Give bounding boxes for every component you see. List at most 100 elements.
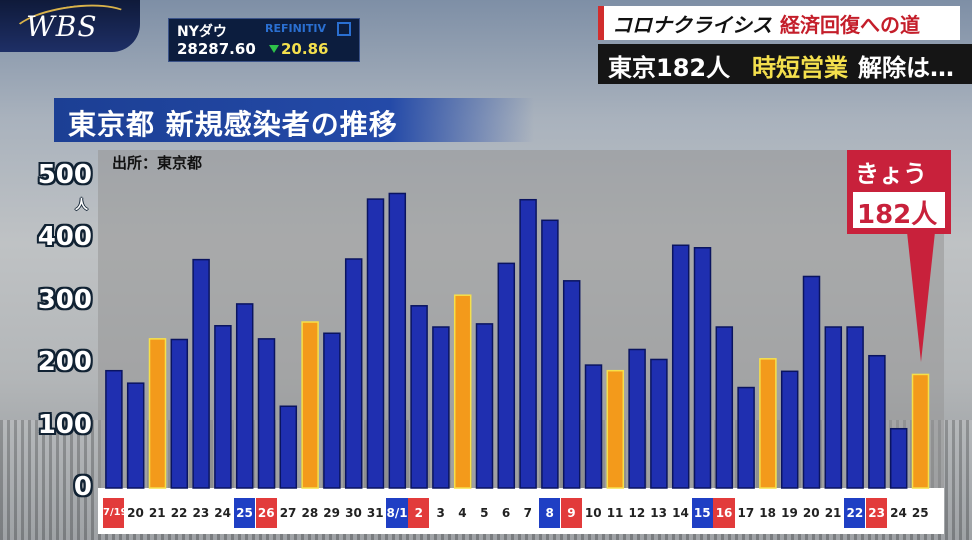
- bar: [475, 323, 494, 489]
- x-tick-label: 28: [301, 506, 319, 520]
- x-tick-label: 25: [911, 506, 929, 520]
- chart-title-band: 東京都 新規感染者の推移: [54, 98, 534, 142]
- series-subtitle: 経済回復への道: [780, 13, 920, 37]
- refinitiv-icon: [337, 22, 351, 36]
- y-tick-label: 300: [37, 284, 92, 315]
- bar: [497, 262, 516, 489]
- today-callout: きょう 182人: [847, 150, 951, 234]
- bar: [628, 348, 646, 489]
- bar: [868, 354, 886, 489]
- x-tick-label: 8/1: [386, 498, 408, 528]
- x-tick-label: 31: [366, 506, 384, 520]
- bar: [759, 358, 777, 489]
- bar: [541, 219, 559, 489]
- x-tick-label: 16: [713, 498, 735, 528]
- callout-label: きょう: [855, 160, 927, 188]
- bar: [410, 305, 428, 489]
- x-tick-label: 11: [606, 506, 624, 520]
- y-tick-label: 200: [37, 347, 92, 378]
- series-title: コロナクライシス: [612, 13, 772, 37]
- x-tick-label: 30: [345, 506, 362, 520]
- x-tick-label: 29: [323, 506, 340, 520]
- x-tick-label: 21: [148, 506, 166, 520]
- x-tick-label: 22: [170, 506, 188, 520]
- x-tick-label: 27: [279, 506, 297, 520]
- bar: [279, 405, 298, 489]
- headline-part1: 東京182人: [608, 54, 731, 82]
- x-tick-label: 8: [539, 498, 561, 528]
- market-ticker: NYダウ REFINITIV 28287.60 20.86: [168, 18, 360, 62]
- x-tick-label: 2: [408, 498, 430, 528]
- bar: [824, 326, 843, 489]
- x-tick-label: 14: [672, 506, 689, 520]
- x-tick-label: 24: [890, 506, 907, 520]
- x-tick-label: 25: [233, 498, 256, 528]
- bar: [257, 338, 276, 489]
- y-tick-label: 0: [73, 472, 92, 502]
- x-tick-label: 3: [436, 506, 445, 520]
- bar: [519, 198, 537, 489]
- y-tick-label: 400: [37, 222, 92, 253]
- x-tick-label: 7: [523, 506, 533, 520]
- y-tick-label: 500: [37, 160, 92, 190]
- x-tick-label: 12: [628, 506, 646, 520]
- market-name: NYダウ: [177, 24, 227, 40]
- y-tick-label: 100: [37, 409, 92, 440]
- chart-title: 東京都 新規感染者の推移: [68, 108, 398, 141]
- bar: [388, 192, 407, 489]
- bar: [562, 280, 581, 489]
- callout-value-box: 182人: [853, 192, 945, 230]
- bar: [344, 258, 363, 489]
- x-tick-label: 17: [737, 506, 755, 520]
- series-tag: コロナクライシス 経済回復への道: [598, 6, 960, 40]
- bar: [671, 244, 690, 489]
- x-tick-label: 4: [458, 506, 467, 520]
- bar: [802, 275, 821, 489]
- bar: [453, 294, 472, 489]
- bar: [693, 247, 712, 489]
- x-tick-label: 23: [192, 506, 210, 520]
- bar: [301, 321, 319, 489]
- x-tick-label: 24: [214, 506, 231, 520]
- bar: [606, 369, 625, 489]
- bar: [780, 370, 799, 489]
- bar: [126, 382, 145, 489]
- headline-part3: 解除は…: [858, 54, 954, 82]
- x-tick-label: 20: [802, 506, 820, 520]
- x-tick-label: 5: [480, 506, 489, 520]
- down-arrow-icon: [269, 45, 279, 53]
- x-tick-label: 15: [691, 498, 713, 528]
- bar: [650, 358, 668, 489]
- bar: [105, 369, 123, 489]
- callout-value: 182人: [857, 200, 938, 230]
- bar: [170, 338, 189, 489]
- bar: [323, 332, 341, 489]
- bar: [737, 386, 755, 489]
- x-tick-label: 9: [560, 498, 583, 528]
- x-tick-label: 21: [824, 506, 842, 520]
- x-tick-label: 13: [650, 506, 667, 520]
- x-tick-label: 26: [255, 498, 277, 528]
- x-tick-label: 18: [759, 506, 776, 520]
- bar: [192, 258, 210, 489]
- chart-source: 出所：東京都: [112, 154, 203, 172]
- bar: [432, 326, 450, 489]
- x-tick-label: 22: [844, 498, 866, 528]
- market-change: 20.86: [281, 40, 329, 58]
- headline-part2: 時短営業: [752, 54, 848, 82]
- x-tick-label: 10: [584, 506, 602, 520]
- callout-pointer: [907, 232, 935, 362]
- x-tick-label: 20: [127, 506, 144, 520]
- market-value: 28287.60: [177, 40, 256, 58]
- bar: [148, 338, 167, 489]
- bar: [214, 325, 232, 489]
- wbs-logo: WBS: [0, 0, 140, 52]
- bar: [584, 364, 603, 489]
- bar: [715, 326, 734, 489]
- bar: [911, 373, 930, 489]
- x-tick-label: 23: [866, 498, 888, 528]
- bar: [235, 303, 254, 489]
- bar: [366, 198, 385, 489]
- wbs-logo-text: WBS: [26, 10, 98, 43]
